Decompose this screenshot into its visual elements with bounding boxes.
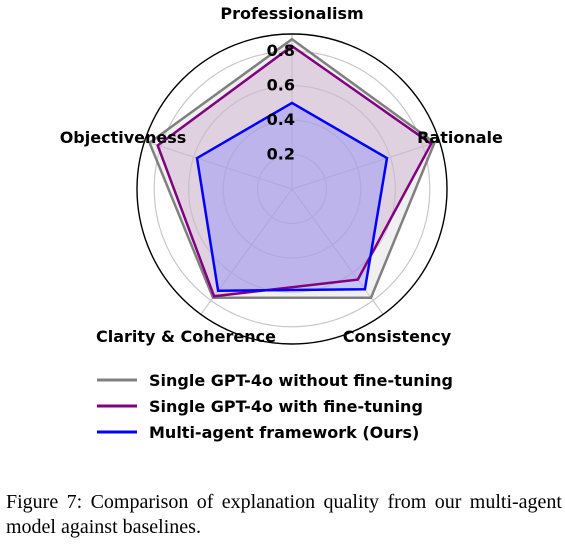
outer-frame bbox=[136, 33, 448, 345]
legend: Single GPT-4o without fine-tuning Single … bbox=[97, 371, 453, 442]
axis-labels: Professionalism Rationale Consistency Clari… bbox=[60, 4, 503, 346]
rtick-label: 0.6 bbox=[267, 76, 295, 95]
radial-tick-labels: 0.2 0.4 0.6 0.8 bbox=[267, 41, 295, 163]
grid-spoke-4 bbox=[144, 140, 293, 190]
axis-label-3: Clarity & Coherence bbox=[96, 327, 276, 346]
series-0-area bbox=[149, 39, 435, 298]
axis-label-2: Consistency bbox=[343, 327, 452, 346]
rtick-label: 0.8 bbox=[267, 41, 295, 60]
series-1-line bbox=[156, 44, 433, 298]
legend-label-1: Single GPT-4o with fine-tuning bbox=[149, 397, 423, 416]
axis-label-1: Rationale bbox=[417, 128, 503, 147]
grid bbox=[136, 33, 448, 345]
grid-spoke-2 bbox=[291, 188, 384, 315]
axis-label-0: Professionalism bbox=[220, 4, 363, 23]
axis-label-4: Objectiveness bbox=[60, 128, 187, 147]
grid-spoke-3 bbox=[200, 188, 293, 315]
series-1-area bbox=[157, 46, 432, 297]
legend-label-0: Single GPT-4o without fine-tuning bbox=[149, 371, 453, 390]
series-0-line bbox=[147, 37, 437, 299]
rtick-label: 0.4 bbox=[267, 110, 295, 129]
figure-caption: Figure 7: Comparison of explanation qual… bbox=[6, 491, 562, 538]
grid-spoke-1 bbox=[291, 140, 440, 190]
legend-label-2: Multi-agent framework (Ours) bbox=[149, 423, 419, 442]
series-2-area bbox=[197, 102, 387, 291]
radar-chart: 0.2 0.4 0.6 0.8 Professionalism Rationale Con… bbox=[60, 4, 503, 442]
series-layer bbox=[147, 37, 437, 299]
rtick-label: 0.2 bbox=[267, 145, 295, 164]
series-2-line bbox=[195, 101, 389, 292]
